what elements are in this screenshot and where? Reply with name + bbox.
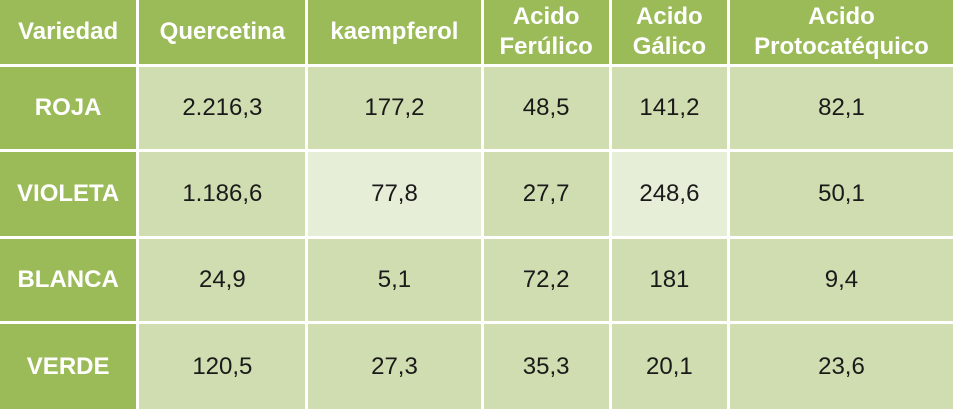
column-header: Quercetina <box>139 0 306 64</box>
table-row: VERDE 120,5 27,3 35,3 20,1 23,6 <box>0 324 953 409</box>
row-header: VERDE <box>0 324 137 409</box>
table-cell: 82,1 <box>729 67 953 149</box>
column-header: Acido Protocatéquico <box>729 0 953 64</box>
table-cell: 27,7 <box>483 152 609 236</box>
table-row: VIOLETA 1.186,6 77,8 27,7 248,6 50,1 <box>0 152 953 236</box>
table-cell: 24,9 <box>139 239 306 321</box>
table-cell: 141,2 <box>611 67 727 149</box>
table-cell: 27,3 <box>308 324 481 409</box>
table-cell: 35,3 <box>483 324 609 409</box>
table-cell: 5,1 <box>308 239 481 321</box>
row-header: BLANCA <box>0 239 137 321</box>
table-cell: 20,1 <box>611 324 727 409</box>
table-cell: 248,6 <box>611 152 727 236</box>
table-cell: 1.186,6 <box>139 152 306 236</box>
table-cell: 48,5 <box>483 67 609 149</box>
table-cell: 23,6 <box>729 324 953 409</box>
table-cell: 50,1 <box>729 152 953 236</box>
column-header: kaempferol <box>308 0 481 64</box>
column-header: Acido Gálico <box>611 0 727 64</box>
table-row: ROJA 2.216,3 177,2 48,5 141,2 82,1 <box>0 67 953 149</box>
column-header: Variedad <box>0 0 137 64</box>
table-cell: 177,2 <box>308 67 481 149</box>
table-cell: 72,2 <box>483 239 609 321</box>
table-cell: 2.216,3 <box>139 67 306 149</box>
column-header: Acido Ferúlico <box>483 0 609 64</box>
table-row: BLANCA 24,9 5,1 72,2 181 9,4 <box>0 239 953 321</box>
row-header: VIOLETA <box>0 152 137 236</box>
table-cell: 181 <box>611 239 727 321</box>
table-cell: 120,5 <box>139 324 306 409</box>
row-header: ROJA <box>0 67 137 149</box>
table-cell: 77,8 <box>308 152 481 236</box>
table-cell: 9,4 <box>729 239 953 321</box>
header-row: Variedad Quercetina kaempferol Acido Fer… <box>0 0 953 64</box>
